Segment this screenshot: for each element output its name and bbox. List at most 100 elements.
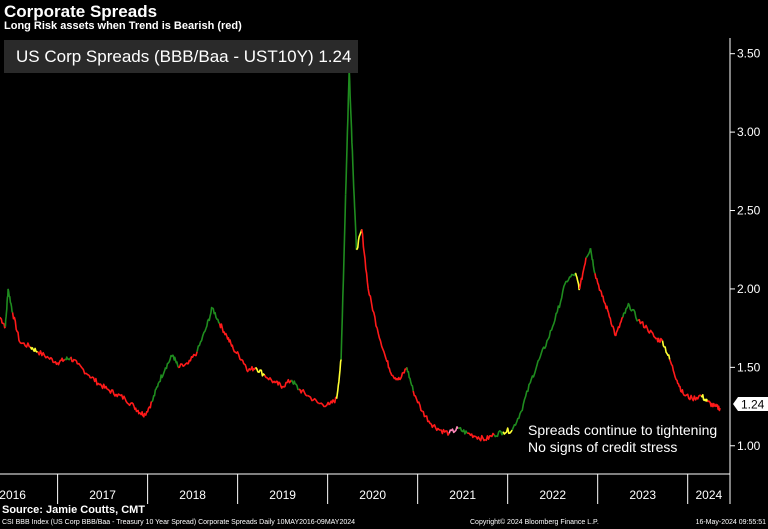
series-segment bbox=[585, 248, 592, 259]
series-segment bbox=[97, 382, 108, 390]
last-value-badge: 1.24 bbox=[733, 397, 768, 412]
series-segment bbox=[205, 306, 213, 329]
series-segment bbox=[421, 410, 432, 425]
series-segment bbox=[467, 432, 477, 439]
series-segment bbox=[274, 380, 284, 389]
footer-description: CSI BBB Index (US Corp BBB/Baa - Treasur… bbox=[2, 519, 356, 526]
series-segment bbox=[484, 432, 495, 442]
last-value-text: 1.24 bbox=[741, 398, 765, 412]
series-segment bbox=[344, 69, 350, 195]
series-segment bbox=[4, 288, 9, 327]
y-tick-label: 1.50 bbox=[737, 360, 761, 374]
series-segment bbox=[607, 312, 617, 337]
y-tick-label: 3.00 bbox=[737, 125, 761, 139]
series-segment bbox=[493, 430, 504, 438]
series-segment bbox=[178, 362, 189, 369]
series-segment bbox=[11, 312, 21, 343]
series-segment bbox=[594, 273, 603, 297]
annotation-line-1: Spreads continue to tightening bbox=[528, 422, 718, 438]
series-segment bbox=[282, 378, 293, 388]
series-segment bbox=[440, 428, 450, 436]
series-segment bbox=[529, 359, 540, 384]
source-note: Source: Jamie Coutts, CMT bbox=[2, 504, 146, 516]
series-segment bbox=[340, 194, 347, 360]
x-axis-ticks: 2016 2017 2018 2019 2020 2021 2022 2023 2024 bbox=[0, 474, 731, 504]
x-tick-label: 2019 bbox=[269, 488, 296, 502]
series-segment bbox=[218, 323, 228, 337]
series-segment bbox=[124, 398, 135, 407]
series-segment bbox=[565, 272, 576, 283]
series-segment bbox=[352, 163, 358, 250]
series-segment bbox=[115, 393, 126, 400]
series-segment bbox=[601, 295, 610, 313]
series-segment bbox=[64, 356, 71, 361]
series-segment bbox=[88, 374, 99, 386]
legend-label: US Corp Spreads (BBB/Baa - UST10Y) 1.24 bbox=[16, 46, 352, 66]
x-tick-label: 2020 bbox=[359, 488, 386, 502]
series-segment bbox=[406, 367, 414, 392]
footer-copyright: Copyright© 2024 Bloomberg Finance L.P. bbox=[470, 519, 599, 526]
series-segment bbox=[430, 423, 441, 432]
series-segment bbox=[556, 280, 567, 313]
spread-series-line bbox=[0, 69, 721, 442]
series-segment bbox=[502, 427, 513, 435]
series-segment bbox=[385, 359, 393, 376]
series-segment bbox=[232, 348, 243, 361]
chart-title: Corporate Spreads bbox=[4, 2, 158, 21]
series-segment bbox=[391, 374, 401, 381]
y-axis-ticks: 1.00 1.50 2.00 2.50 3.00 3.50 bbox=[730, 47, 761, 453]
series-segment bbox=[187, 351, 198, 365]
series-segment bbox=[247, 365, 257, 372]
series-segment bbox=[263, 374, 277, 384]
series-segment bbox=[412, 390, 423, 412]
footer-timestamp: 16-May-2024 09:55:51 bbox=[695, 519, 766, 526]
series-segment bbox=[361, 229, 369, 289]
series-segment bbox=[622, 302, 630, 318]
series-segment bbox=[7, 288, 14, 313]
series-segment bbox=[107, 388, 117, 397]
series-segment bbox=[661, 340, 671, 360]
series-segment bbox=[328, 396, 338, 406]
y-tick-label: 3.50 bbox=[737, 47, 761, 61]
y-tick-label: 2.00 bbox=[737, 282, 761, 296]
chart-subtitle: Long Risk assets when Trend is Bearish (… bbox=[4, 20, 242, 32]
series-segment bbox=[511, 410, 522, 431]
x-tick-label: 2018 bbox=[179, 488, 206, 502]
series-segment bbox=[56, 357, 66, 366]
series-segment bbox=[520, 382, 531, 412]
series-segment bbox=[226, 335, 234, 349]
series-segment bbox=[298, 388, 308, 397]
series-segment bbox=[655, 337, 664, 343]
series-segment bbox=[19, 341, 31, 348]
series-segment bbox=[646, 327, 657, 340]
x-tick-label: 2017 bbox=[89, 488, 116, 502]
series-segment bbox=[589, 248, 596, 274]
x-tick-label: 2022 bbox=[539, 488, 566, 502]
series-segment bbox=[254, 366, 266, 377]
series-segment bbox=[318, 401, 331, 408]
series-segment bbox=[682, 393, 693, 401]
series-segment bbox=[714, 403, 721, 412]
series-segment bbox=[29, 346, 38, 353]
series-segment bbox=[151, 382, 160, 403]
series-segment bbox=[668, 359, 678, 381]
series-segment bbox=[637, 318, 648, 329]
series-segment bbox=[0, 316, 7, 329]
series-segment bbox=[172, 354, 179, 368]
series-segment bbox=[628, 304, 639, 322]
series-segment bbox=[307, 394, 320, 405]
series-segment bbox=[165, 354, 174, 370]
series-segment bbox=[614, 316, 624, 337]
x-tick-label: 2016 bbox=[0, 488, 26, 502]
series-segment bbox=[448, 426, 459, 434]
series-segment bbox=[457, 426, 468, 435]
series-segment bbox=[700, 394, 709, 403]
series-segment bbox=[706, 400, 716, 408]
series-segment bbox=[691, 394, 702, 402]
series-segment bbox=[77, 362, 90, 376]
series-segment bbox=[538, 338, 549, 360]
x-tick-label: 2024 bbox=[695, 488, 722, 502]
series-segment bbox=[475, 434, 486, 442]
series-segment bbox=[48, 356, 59, 366]
